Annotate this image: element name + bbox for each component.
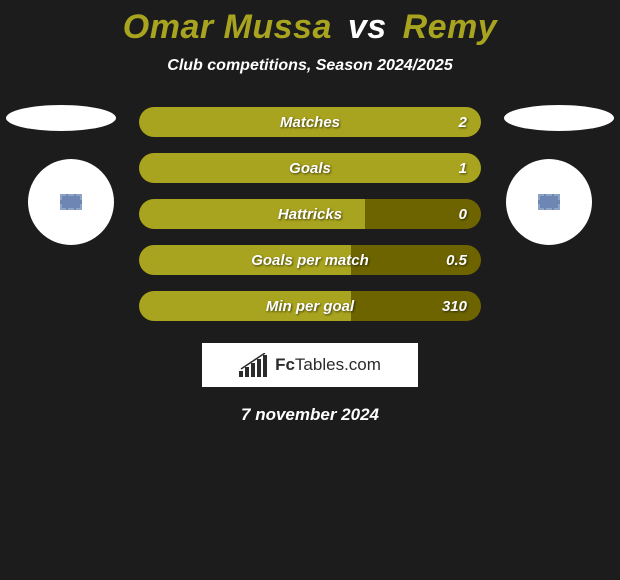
page-title: Omar Mussa vs Remy: [0, 0, 620, 47]
placeholder-icon: [538, 194, 560, 210]
stat-label: Min per goal: [266, 298, 354, 315]
stat-value: 1: [459, 160, 467, 177]
comparison-arena: Matches 2 Goals 1 Hattricks 0 Goals per match 0…: [0, 107, 620, 321]
logo-text: FcTables.com: [275, 355, 381, 375]
stat-value: 0: [459, 206, 467, 223]
player-a-badge: [28, 159, 114, 245]
subtitle: Club competitions, Season 2024/2025: [0, 57, 620, 75]
stat-bar: Hattricks 0: [139, 199, 481, 229]
placeholder-icon: [60, 194, 82, 210]
stat-label: Hattricks: [278, 206, 342, 223]
stat-bar: Goals 1: [139, 153, 481, 183]
stat-value: 0.5: [446, 252, 467, 269]
fctables-logo: FcTables.com: [202, 343, 418, 387]
player-a-platform: [6, 105, 116, 131]
stat-bar: Min per goal 310: [139, 291, 481, 321]
stat-label: Goals: [289, 160, 331, 177]
player-b-name: Remy: [403, 8, 498, 46]
footer-date: 7 november 2024: [0, 405, 620, 425]
stat-bar: Goals per match 0.5: [139, 245, 481, 275]
stat-value: 310: [442, 298, 467, 315]
player-b-platform: [504, 105, 614, 131]
stat-value: 2: [459, 114, 467, 131]
stat-bars: Matches 2 Goals 1 Hattricks 0 Goals per match 0…: [139, 107, 481, 321]
player-a-name: Omar Mussa: [123, 8, 332, 46]
stat-bar: Matches 2: [139, 107, 481, 137]
stat-label: Matches: [280, 114, 340, 131]
bar-chart-icon: [239, 353, 269, 377]
stat-label: Goals per match: [251, 252, 369, 269]
vs-word: vs: [348, 8, 387, 46]
player-b-badge: [506, 159, 592, 245]
